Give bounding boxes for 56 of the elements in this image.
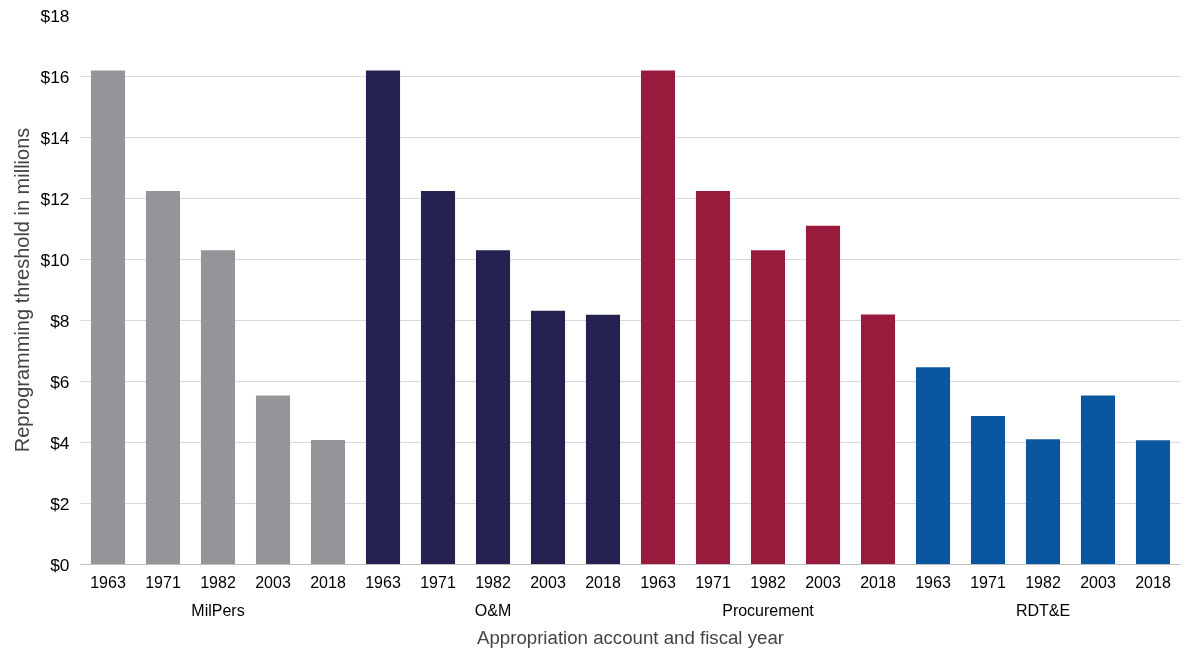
x-tick-label: 1982 xyxy=(1025,573,1061,591)
text: MilPers xyxy=(191,601,245,619)
x-tick-label: 2003 xyxy=(255,573,291,591)
bar xyxy=(1025,439,1061,565)
x-axis-title: Appropriation account and fiscal year xyxy=(477,626,784,648)
bar xyxy=(695,190,731,565)
y-tick-label: $6 xyxy=(50,371,70,392)
bar xyxy=(145,190,181,565)
bar xyxy=(1080,395,1116,565)
bar xyxy=(585,314,621,565)
y-tick-label: $0 xyxy=(50,554,70,575)
y-tick-label: $16 xyxy=(40,66,70,87)
bar xyxy=(750,250,786,565)
text: Procurement xyxy=(722,601,815,619)
x-tick-label: 1982 xyxy=(750,573,786,591)
bar xyxy=(90,70,126,565)
x-tick-label: 1963 xyxy=(915,573,951,591)
bar xyxy=(860,314,896,565)
bar xyxy=(970,415,1006,565)
bar xyxy=(255,395,291,565)
bar xyxy=(365,70,401,565)
x-tick-label: 2018 xyxy=(860,573,896,591)
x-tick-label: 1971 xyxy=(695,573,731,591)
x-tick-label: 2003 xyxy=(805,573,841,591)
x-tick-label: 2003 xyxy=(1080,573,1116,591)
y-tick-label: $2 xyxy=(50,493,70,514)
y-tick-label: $10 xyxy=(40,249,70,270)
bar xyxy=(805,225,841,565)
y-tick-label: $18 xyxy=(40,5,70,26)
x-tick-label: 1963 xyxy=(365,573,401,591)
y-tick-label: $8 xyxy=(50,310,70,331)
y-axis-title: Reprogramming threshold in millions xyxy=(10,127,33,453)
x-tick-label: 1971 xyxy=(420,573,456,591)
x-tick-label: 1963 xyxy=(640,573,676,591)
y-tick-label: $12 xyxy=(40,188,70,209)
bar xyxy=(1135,440,1171,565)
x-tick-label: 1971 xyxy=(145,573,181,591)
x-tick-label: 2018 xyxy=(1135,573,1171,591)
x-tick-label: 2003 xyxy=(530,573,566,591)
bar xyxy=(310,440,346,565)
bar xyxy=(200,250,236,565)
x-tick-label: 1982 xyxy=(200,573,236,591)
bar xyxy=(640,70,676,565)
text: O&M xyxy=(474,601,512,619)
bar xyxy=(530,310,566,565)
x-tick-label: 2018 xyxy=(585,573,621,591)
x-tick-label: 1963 xyxy=(90,573,126,591)
x-tick-label: 1971 xyxy=(970,573,1006,591)
bar xyxy=(420,190,456,565)
text: RDT&E xyxy=(1015,601,1071,619)
bar xyxy=(915,367,951,565)
y-tick-label: $4 xyxy=(50,432,70,453)
x-tick-label: 1982 xyxy=(475,573,511,591)
y-tick-label: $14 xyxy=(40,127,70,148)
x-tick-label: 2018 xyxy=(310,573,346,591)
bar xyxy=(475,250,511,565)
